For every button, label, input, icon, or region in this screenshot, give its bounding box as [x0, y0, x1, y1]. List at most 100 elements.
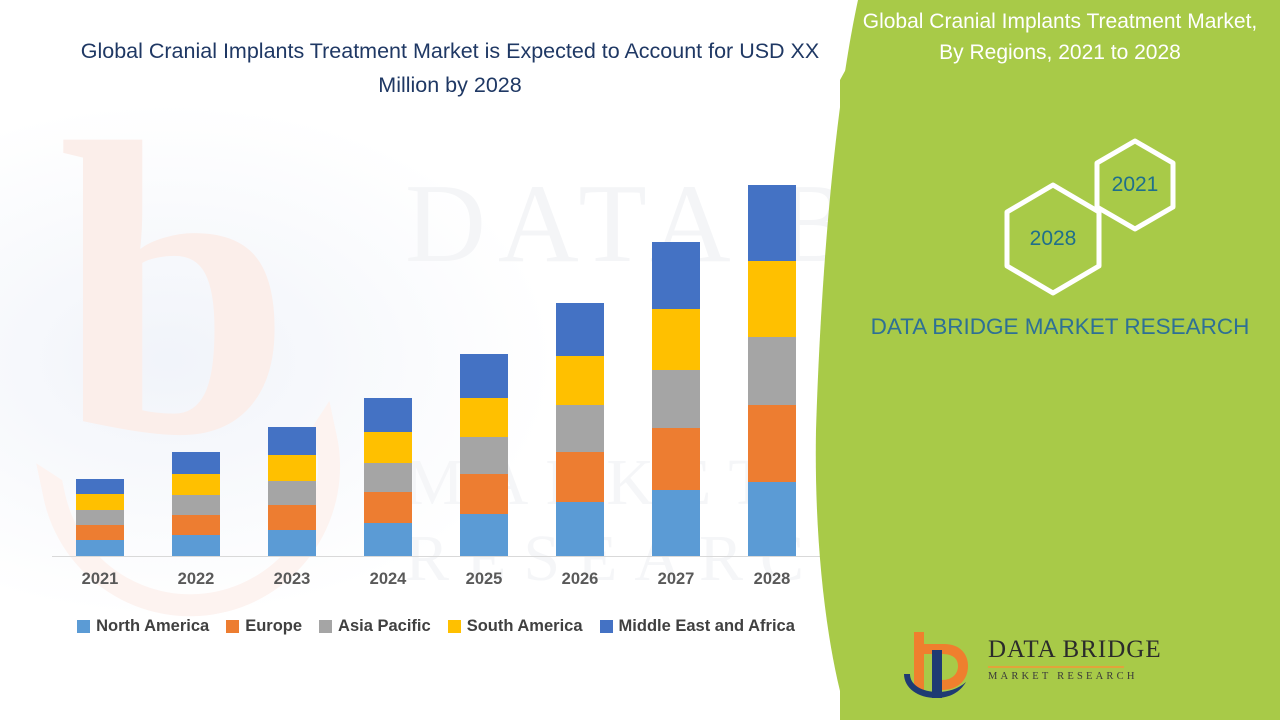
panel-brand-text: DATA BRIDGE MARKET RESEARCH: [870, 314, 1250, 339]
bar-segment[interactable]: [652, 309, 700, 370]
bar-segment[interactable]: [460, 474, 508, 514]
bar-segment[interactable]: [556, 452, 604, 502]
stacked-bar[interactable]: [460, 354, 508, 556]
bar-segment[interactable]: [268, 505, 316, 530]
stacked-bar[interactable]: [172, 452, 220, 556]
bar-segment[interactable]: [748, 405, 796, 482]
legend-label: Middle East and Africa: [618, 617, 795, 635]
legend-item[interactable]: Asia Pacific: [319, 617, 431, 636]
bar-segment[interactable]: [172, 535, 220, 556]
bar-segment[interactable]: [748, 482, 796, 556]
legend-item[interactable]: South America: [447, 617, 583, 636]
x-axis-line: [52, 556, 820, 557]
bar-segment[interactable]: [268, 427, 316, 455]
bar-slot: [724, 150, 820, 556]
legend-label: Europe: [245, 617, 303, 635]
bar-segment[interactable]: [76, 479, 124, 494]
chart-title: Global Cranial Implants Treatment Market…: [80, 39, 820, 97]
hexagon-2028-label: 2028: [1029, 227, 1077, 250]
databridge-logo: DATA BRIDGE MARKET RESEARCH: [900, 624, 1161, 702]
bar-slot: [148, 150, 244, 556]
right-green-panel: [840, 0, 1280, 720]
bar-segment[interactable]: [748, 337, 796, 405]
x-axis-label: 2024: [369, 570, 407, 588]
hexagon-2021-label: 2021: [1111, 173, 1159, 196]
legend-label: Asia Pacific: [338, 617, 431, 635]
x-axis-label: 2021: [81, 570, 119, 588]
hexagon-group: 2021 2028: [955, 135, 1185, 296]
bar-segment[interactable]: [268, 455, 316, 481]
bar-segment[interactable]: [172, 495, 220, 515]
logo-sub-text: MARKET RESEARCH: [988, 671, 1138, 682]
bar-segment[interactable]: [172, 452, 220, 474]
chart-plot-area: [52, 150, 820, 557]
bar-segment[interactable]: [748, 185, 796, 261]
logo-wordmark: DATA BRIDGE MARKET RESEARCH: [988, 636, 1162, 682]
bar-slot: [340, 150, 436, 556]
bar-segment[interactable]: [556, 356, 604, 405]
bar-segment[interactable]: [652, 242, 700, 309]
stacked-bar[interactable]: [268, 427, 316, 556]
stacked-bar[interactable]: [556, 303, 604, 556]
bar-segment[interactable]: [76, 510, 124, 525]
bar-segment[interactable]: [76, 540, 124, 556]
bar-segment[interactable]: [556, 502, 604, 556]
bar-segment[interactable]: [76, 494, 124, 510]
bar-segment[interactable]: [460, 354, 508, 398]
bar-slot: [436, 150, 532, 556]
legend-swatch-icon: [319, 620, 333, 633]
bar-slot: [52, 150, 148, 556]
chart-legend: North America Europe Asia Pacific South Ame…: [52, 617, 820, 636]
x-axis-label: 2023: [273, 570, 311, 588]
logo-main-text: DATA BRIDGE: [988, 636, 1162, 663]
stacked-bar[interactable]: [364, 398, 412, 556]
bar-segment[interactable]: [364, 492, 412, 523]
hexagon-2021: 2021: [1085, 135, 1185, 235]
legend-label: South America: [466, 617, 583, 635]
legend-swatch-icon: [226, 620, 240, 633]
stacked-bar[interactable]: [748, 185, 796, 556]
hexagon-2028: 2028: [993, 179, 1113, 299]
bar-segment[interactable]: [460, 398, 508, 437]
bar-slot: [244, 150, 340, 556]
legend-item[interactable]: Europe: [226, 617, 302, 636]
legend-item[interactable]: Middle East and Africa: [599, 617, 795, 636]
bar-segment[interactable]: [76, 525, 124, 540]
x-axis-labels: 2021 2022 2023 2024 2025 2026 2027 2028: [52, 570, 820, 589]
bar-slot: [532, 150, 628, 556]
legend-swatch-icon: [77, 620, 91, 633]
x-axis-label: 2025: [465, 570, 503, 588]
bar-segment[interactable]: [172, 474, 220, 495]
bar-segment[interactable]: [268, 530, 316, 556]
panel-title: Global Cranial Implants Treatment Market…: [862, 10, 1258, 64]
bar-segment[interactable]: [364, 432, 412, 463]
x-axis-label: 2022: [177, 570, 215, 588]
bar-segment[interactable]: [556, 405, 604, 452]
bar-segment[interactable]: [268, 481, 316, 505]
x-axis-label: 2028: [753, 570, 791, 588]
logo-divider: [988, 666, 1124, 668]
bar-segment[interactable]: [460, 437, 508, 474]
bar-segment[interactable]: [652, 490, 700, 556]
legend-swatch-icon: [599, 620, 613, 633]
bar-segment[interactable]: [652, 370, 700, 428]
stacked-bar[interactable]: [76, 479, 124, 556]
x-axis-label: 2027: [657, 570, 695, 588]
legend-label: North America: [96, 617, 210, 635]
logo-mark-icon: [900, 628, 978, 700]
bar-segment[interactable]: [364, 398, 412, 432]
bar-segment[interactable]: [172, 515, 220, 535]
bar-segment[interactable]: [364, 523, 412, 556]
bar-segment[interactable]: [364, 463, 412, 492]
x-axis-label: 2026: [561, 570, 599, 588]
legend-item[interactable]: North America: [77, 617, 209, 636]
bar-segment[interactable]: [556, 303, 604, 356]
bar-slot: [628, 150, 724, 556]
bar-segment[interactable]: [748, 261, 796, 337]
bar-segment[interactable]: [460, 514, 508, 556]
legend-swatch-icon: [447, 620, 461, 633]
bar-group: [52, 150, 820, 556]
bar-segment[interactable]: [652, 428, 700, 490]
stacked-bar[interactable]: [652, 242, 700, 556]
